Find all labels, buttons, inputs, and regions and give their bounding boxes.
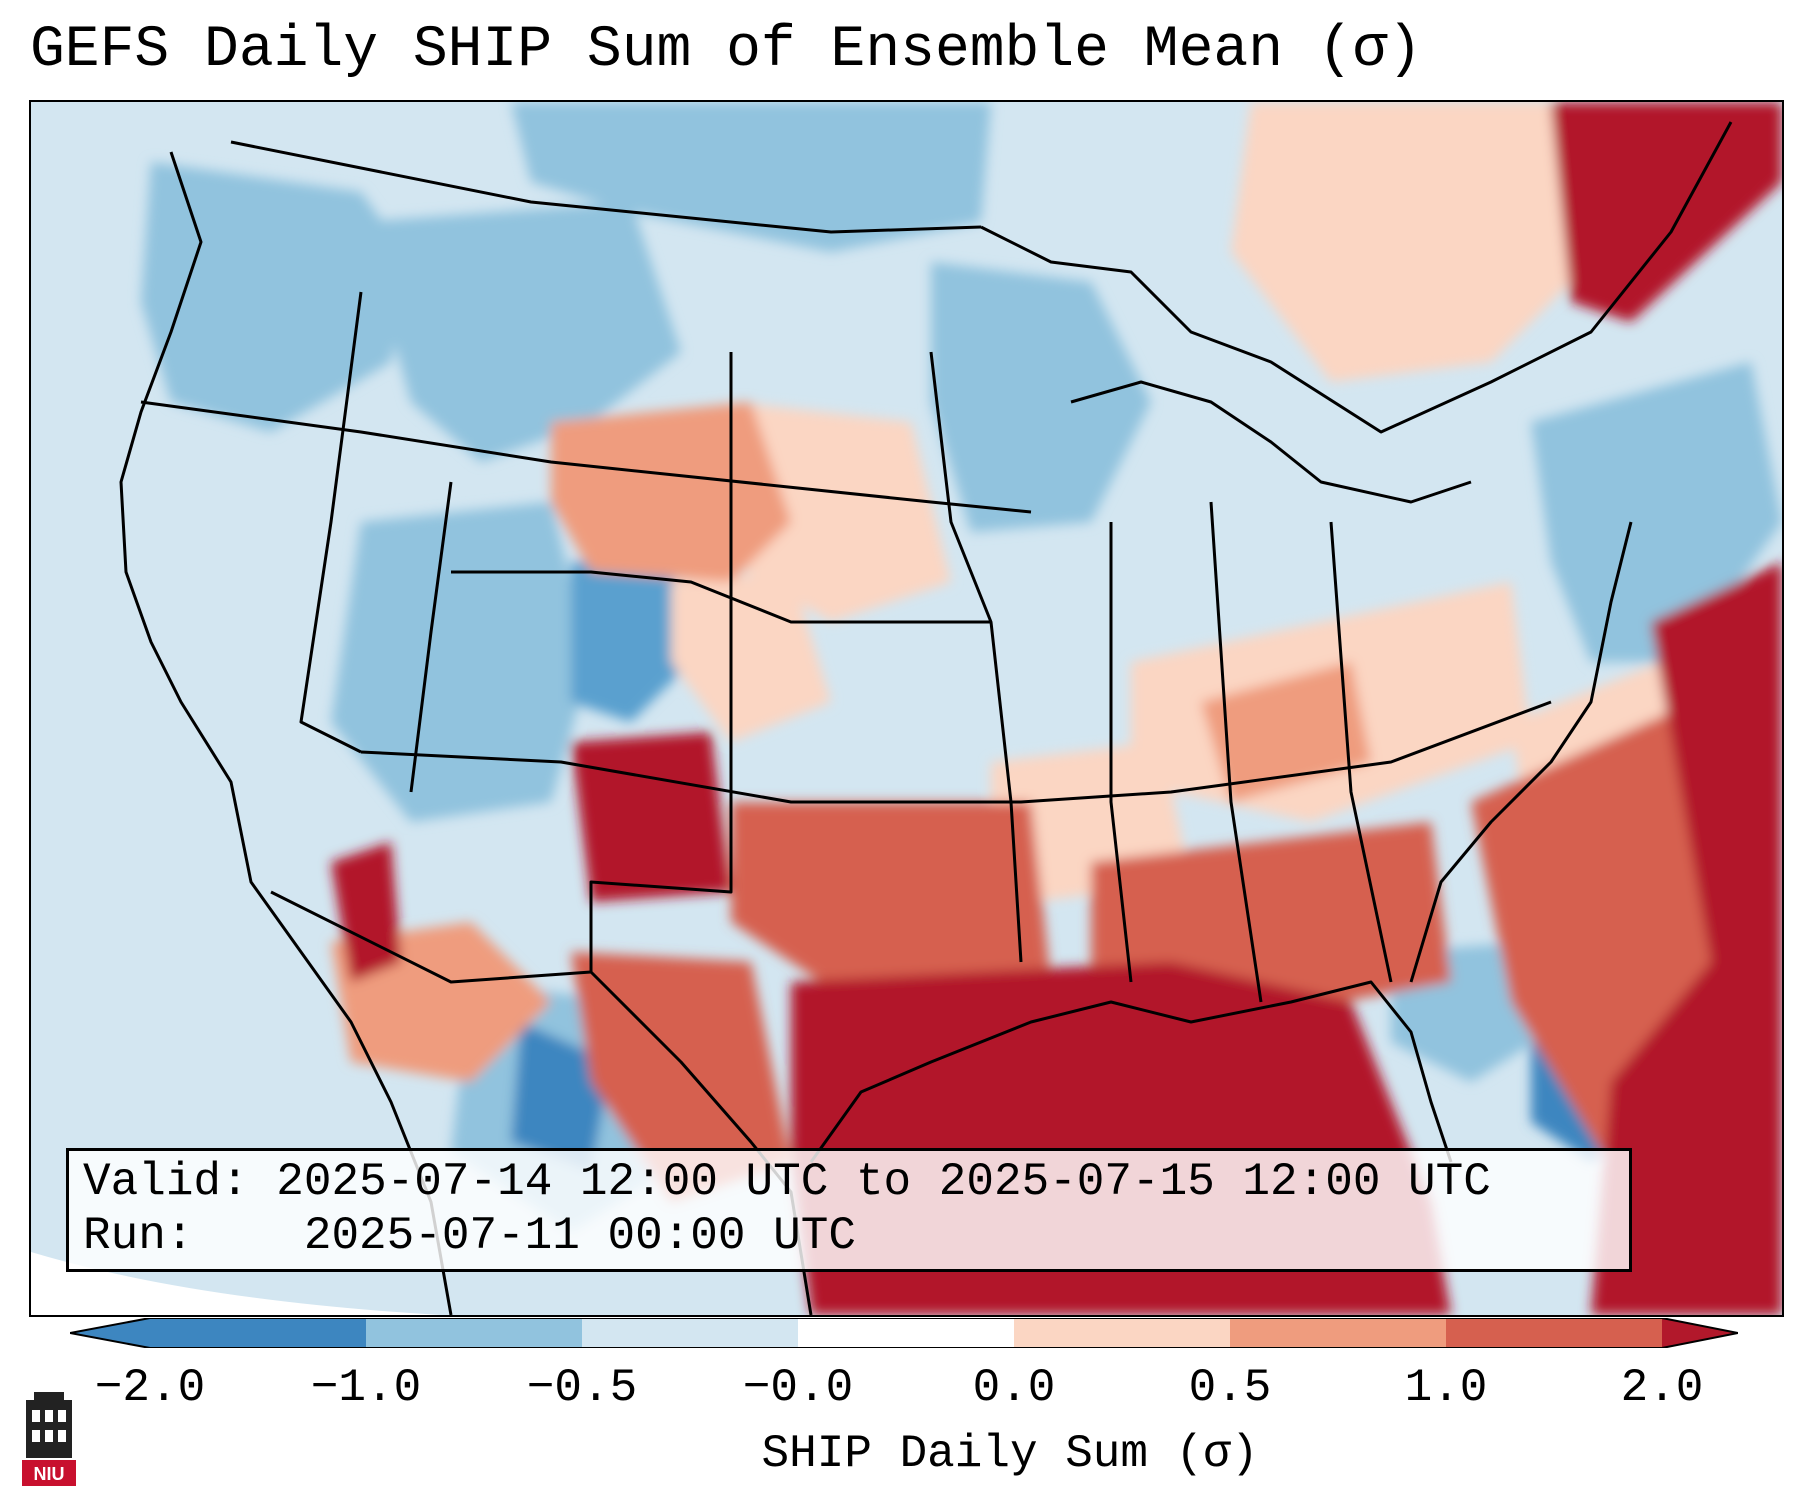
projection-edge — [31, 1252, 931, 1315]
colorbar-segment-2 — [366, 1318, 582, 1348]
region-great-basin — [331, 502, 591, 822]
region-pacific-northwest — [141, 162, 411, 432]
region-northern-rockies — [361, 202, 681, 462]
validity-box: Valid: 2025-07-14 12:00 UTC to 2025-07-1… — [66, 1148, 1632, 1272]
idaho-nevada-line — [299, 291, 363, 754]
colorbar — [70, 1318, 1738, 1348]
tick-label-6: 0.5 — [1188, 1362, 1272, 1414]
region-canada-prairie — [511, 102, 991, 252]
tick-label-2: −1.0 — [310, 1362, 422, 1414]
map-title: GEFS Daily SHIP Sum of Ensemble Mean (σ) — [30, 18, 1423, 83]
region-new-mexico — [571, 732, 731, 902]
northern-state-line — [140, 400, 1032, 514]
georgia-line — [1329, 521, 1393, 983]
tick-label-8: 2.0 — [1620, 1362, 1704, 1414]
gulf-coastline — [809, 980, 1453, 1163]
tick-label-4: −0.0 — [742, 1362, 854, 1414]
us-mexico-west — [270, 802, 733, 984]
great-lakes-shore — [1070, 380, 1472, 504]
tick-label-7: 1.0 — [1404, 1362, 1488, 1414]
region-texas-oklahoma — [731, 802, 1051, 1002]
colorbar-label: SHIP Daily Sum (σ) — [761, 1428, 1259, 1480]
map-canvas — [31, 102, 1782, 1315]
colorbar-segment-5 — [1014, 1318, 1230, 1348]
atlantic-coastline — [1409, 521, 1633, 983]
region-atlantic-offshore — [1591, 562, 1782, 1315]
mississippi-line — [1109, 522, 1133, 983]
colorbar-segment-4 — [798, 1318, 1014, 1348]
colorbar-extend-right — [1662, 1318, 1738, 1348]
region-chihuahua — [571, 952, 791, 1202]
region-upper-midwest — [931, 262, 1151, 532]
colorbar-segment-7 — [1446, 1318, 1662, 1348]
region-atlantic-northeast — [1531, 362, 1782, 662]
region-nebraska — [731, 402, 951, 622]
region-quebec — [1231, 102, 1591, 382]
colorbar-segment-3 — [582, 1318, 798, 1348]
canada-border-east — [980, 121, 1733, 434]
run-label: Run: — [83, 1210, 194, 1262]
valid-value: 2025-07-14 12:00 UTC to 2025-07-15 12:00… — [276, 1156, 1491, 1208]
pacific-coastline — [119, 151, 453, 1315]
region-eastern-colorado — [671, 572, 831, 742]
colorbar-segment-1 — [150, 1318, 366, 1348]
region-mexico-core — [511, 1022, 611, 1172]
run-value: 2025-07-11 00:00 UTC — [303, 1210, 856, 1262]
valid-label: Valid: — [83, 1156, 249, 1208]
niu-tower-icon: NIU — [22, 1392, 76, 1486]
alabama-line — [1209, 501, 1263, 1003]
tick-label-1: −2.0 — [94, 1362, 206, 1414]
plains-east-line — [929, 351, 1023, 963]
region-colorado — [571, 562, 691, 722]
region-wyoming — [551, 402, 791, 582]
logo-text: NIU — [34, 1464, 65, 1484]
tick-label-5: 0.0 — [972, 1362, 1056, 1414]
colorbar-segment-6 — [1230, 1318, 1446, 1348]
colorbar-extend-left — [70, 1318, 150, 1348]
southern-state-line — [360, 700, 1552, 804]
region-kentucky — [1201, 662, 1371, 802]
central-state-line — [451, 570, 991, 624]
tick-label-3: −0.5 — [526, 1362, 638, 1414]
shaded-field — [141, 102, 1782, 1315]
boundaries — [119, 121, 1733, 1315]
map-panel[interactable] — [29, 100, 1784, 1317]
utah-line — [409, 481, 453, 793]
region-gulf-of-st-lawrence — [1551, 102, 1782, 322]
canada-border-west — [230, 140, 982, 234]
